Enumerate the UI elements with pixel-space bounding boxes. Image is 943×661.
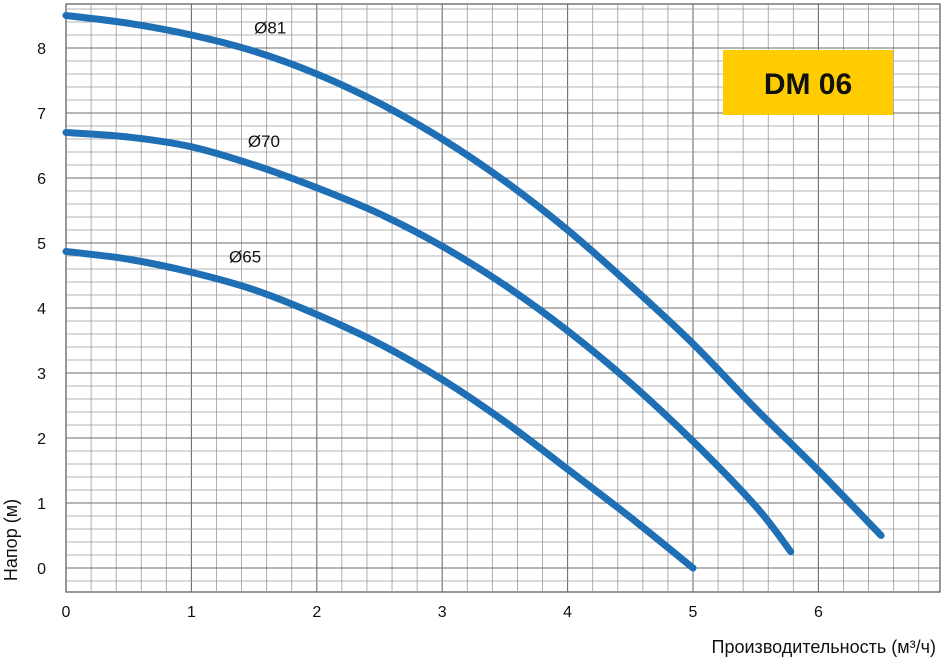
curve-label-1: Ø70 — [248, 132, 280, 151]
y-tick-label: 3 — [37, 366, 46, 383]
x-tick-label: 5 — [689, 604, 698, 621]
y-axis-ticks: 0 1 2 3 4 5 6 7 8 — [37, 41, 46, 578]
curve-labels: Ø81 Ø70 Ø65 — [229, 19, 286, 267]
y-tick-label: 5 — [37, 236, 46, 253]
y-axis-title: Напор (м) — [1, 499, 21, 581]
x-tick-label: 6 — [814, 604, 823, 621]
chart-title: DM 06 — [764, 68, 852, 101]
y-tick-label: 4 — [37, 301, 46, 318]
x-tick-label: 0 — [62, 604, 71, 621]
model-badge: DM 06 — [723, 50, 893, 115]
x-tick-label: 2 — [312, 604, 321, 621]
y-tick-label: 1 — [37, 496, 46, 513]
curve-label-2: Ø65 — [229, 248, 261, 267]
curve-series-1 — [62, 129, 795, 556]
chart-curves — [62, 12, 885, 572]
curve-series-2 — [62, 247, 697, 572]
y-tick-label: 7 — [37, 106, 46, 123]
y-tick-label: 6 — [37, 171, 46, 188]
x-axis-title: Производительность (м³/ч) — [712, 637, 936, 657]
y-tick-label: 2 — [37, 431, 46, 448]
y-tick-label: 0 — [37, 561, 46, 578]
model-badge-background — [723, 50, 893, 115]
x-tick-label: 4 — [563, 604, 572, 621]
curve-series-0 — [62, 12, 885, 539]
x-tick-label: 1 — [187, 604, 196, 621]
curve-label-0: Ø81 — [254, 19, 286, 38]
x-axis-ticks: 0 1 2 3 4 5 6 — [62, 604, 823, 621]
x-tick-label: 3 — [438, 604, 447, 621]
y-tick-label: 8 — [37, 41, 46, 58]
